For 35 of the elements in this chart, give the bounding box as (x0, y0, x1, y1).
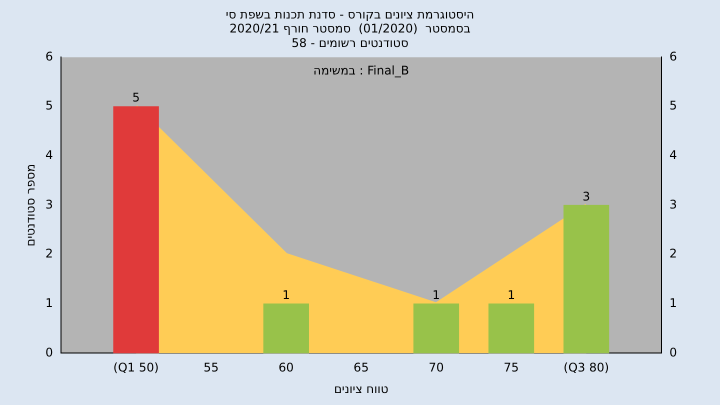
y2-tick-label: 6 (669, 49, 678, 64)
y-tick-label: 2 (45, 246, 54, 261)
y2-tick-label: 3 (669, 197, 678, 212)
y-axis-title: מספר סטודנטים (23, 164, 38, 247)
bar (563, 204, 610, 354)
bar (113, 106, 159, 354)
y-tick-label: 6 (45, 49, 54, 64)
y-tick-label: 5 (45, 98, 54, 113)
data-label: 1 (282, 288, 290, 302)
bar (488, 304, 534, 354)
y-tick-label: 1 (45, 296, 54, 310)
data-label: 1 (432, 288, 440, 302)
x-tick-label: 70 (428, 360, 444, 375)
x-tick-label: 60 (278, 360, 294, 375)
x-tick-label: (Q3 80) (564, 360, 610, 375)
x-axis-title: טווח ציונים (334, 382, 389, 396)
y-tick-label: 0 (45, 345, 54, 360)
x-tick-label: 55 (203, 360, 219, 375)
y2-tick-label: 2 (669, 246, 678, 261)
y2-tick-label: 0 (669, 345, 678, 360)
y2-tick-label: 4 (669, 148, 678, 162)
x-tick-label: 75 (504, 360, 519, 375)
y-tick-label: 4 (45, 148, 54, 162)
x-tick-label: (Q1 50) (113, 360, 159, 375)
data-label: 5 (132, 90, 140, 105)
bar (413, 304, 460, 354)
data-label: 3 (582, 189, 590, 204)
x-tick-label: 65 (354, 360, 369, 375)
y-tick-label: 3 (45, 197, 54, 212)
y2-tick-label: 5 (669, 98, 678, 113)
chart-title: היסטוגרמת ציונים בקורס - סדנת תכנות בשפת סי בסמסטר (01/2020) סמסטר חורף 2020/21 סטודנטים רשומים - 58 (226, 7, 474, 50)
y2-tick-label: 1 (669, 296, 678, 310)
annotation: במשימה : Final_B (313, 63, 410, 78)
bar (263, 304, 309, 354)
data-label: 1 (507, 288, 516, 302)
